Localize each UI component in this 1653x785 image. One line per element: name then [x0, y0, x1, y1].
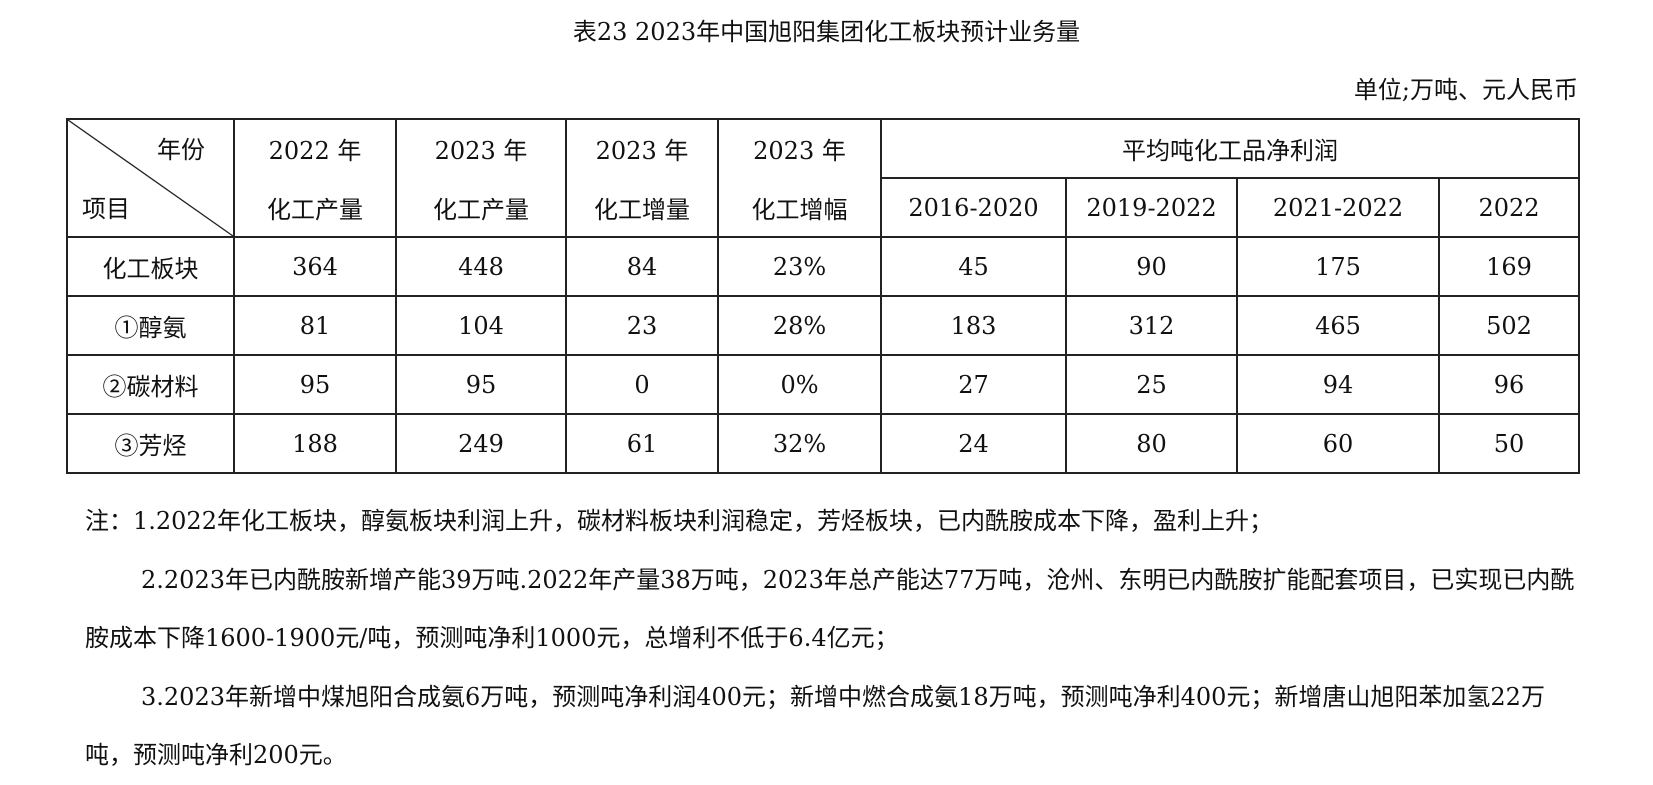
sub-header-cell: 2019-2022	[1065, 177, 1238, 238]
note-3: 3.2023年新增中煤旭阳合成氨6万吨，预测吨净利润400元；新增中燃合成氨18…	[85, 682, 1545, 770]
unit-label: 单位;万吨、元人民币	[1353, 76, 1578, 104]
header-year: 2023 年	[753, 137, 846, 165]
corner-year-label: 年份	[157, 136, 205, 164]
data-cell: 23	[565, 295, 719, 356]
data-cell: 45	[880, 236, 1067, 297]
data-cell: 90	[1065, 236, 1238, 297]
data-cell: 95	[233, 354, 397, 415]
table-row: ①醇氨 81 104 23 28% 183 312 465 502	[66, 295, 1580, 356]
header-metric: 化工产量	[433, 196, 529, 224]
data-cell: 81	[233, 295, 397, 356]
data-cell: 80	[1065, 413, 1238, 474]
sub-header-cell: 2022	[1438, 177, 1580, 238]
row-label-cell: ③芳烃	[66, 413, 235, 474]
data-cell: 448	[395, 236, 567, 297]
header-cell: 2022 年化工产量	[233, 118, 397, 238]
notes: 注：1.2022年化工板块，醇氨板块利润上升，碳材料板块利润稳定，芳烃板块，已内…	[85, 492, 1585, 785]
data-cell: 0	[565, 354, 719, 415]
data-cell: 50	[1438, 413, 1580, 474]
data-cell: 25	[1065, 354, 1238, 415]
row-label-cell: ①醇氨	[66, 295, 235, 356]
diagonal-divider	[68, 120, 233, 236]
table-row: ③芳烃 188 249 61 32% 24 80 60 50	[66, 413, 1580, 474]
note-1: 注：1.2022年化工板块，醇氨板块利润上升，碳材料板块利润稳定，芳烃板块，已内…	[85, 507, 1273, 535]
data-cell: 188	[233, 413, 397, 474]
header-cell: 2023 年化工增幅	[717, 118, 882, 238]
table-row: ②碳材料 95 95 0 0% 27 25 94 96	[66, 354, 1580, 415]
header-year: 2023 年	[595, 137, 689, 165]
data-cell: 0%	[717, 354, 882, 415]
data-cell: 27	[880, 354, 1067, 415]
data-cell: 183	[880, 295, 1067, 356]
row-label-cell: ②碳材料	[66, 354, 235, 415]
header-year: 2023 年	[434, 137, 528, 165]
data-cell: 364	[233, 236, 397, 297]
business-volume-table: 年份 项目 2022 年化工产量 2023 年化工产量 2023 年化工增量 2…	[66, 118, 1580, 474]
data-cell: 502	[1438, 295, 1580, 356]
data-cell: 95	[395, 354, 567, 415]
sub-header-cell: 2021-2022	[1236, 177, 1440, 238]
header-cell: 2023 年化工产量	[395, 118, 567, 238]
row-label-cell: 化工板块	[66, 236, 235, 297]
header-metric: 化工增幅	[751, 196, 848, 224]
sub-header-cell: 2016-2020	[880, 177, 1067, 238]
data-cell: 104	[395, 295, 567, 356]
table-title: 表23 2023年中国旭阳集团化工板块预计业务量	[572, 18, 1081, 46]
data-cell: 28%	[717, 295, 882, 356]
data-cell: 249	[395, 413, 567, 474]
data-cell: 61	[565, 413, 719, 474]
data-cell: 60	[1236, 413, 1440, 474]
data-cell: 312	[1065, 295, 1238, 356]
data-cell: 94	[1236, 354, 1440, 415]
data-cell: 84	[565, 236, 719, 297]
data-cell: 465	[1236, 295, 1440, 356]
header-row-2: 2016-2020 2019-2022 2021-2022 2022	[67, 177, 1580, 238]
header-metric: 化工产量	[267, 196, 363, 224]
corner-header-cell: 年份 项目	[66, 118, 235, 238]
data-cell: 169	[1438, 236, 1580, 297]
data-cell: 32%	[717, 413, 882, 474]
header-cell: 2023 年化工增量	[565, 118, 719, 238]
header-row-1: 年份 项目 2022 年化工产量 2023 年化工产量 2023 年化工增量 2…	[66, 118, 1580, 238]
note-2: 2.2023年已内酰胺新增产能39万吨.2022年产量38万吨，2023年总产能…	[85, 565, 1575, 653]
data-cell: 96	[1438, 354, 1580, 415]
header-metric: 化工增量	[594, 196, 690, 224]
data-cell: 24	[880, 413, 1067, 474]
header-year: 2022 年	[268, 137, 362, 165]
data-cell: 175	[1236, 236, 1440, 297]
data-cell: 23%	[717, 236, 882, 297]
group-header-cell: 平均吨化工品净利润	[880, 118, 1580, 179]
table-row: 化工板块 364 448 84 23% 45 90 175 169	[66, 236, 1580, 297]
corner-item-label: 项目	[82, 195, 130, 223]
table-body: 化工板块 364 448 84 23% 45 90 175 169 ①醇氨 81 104 23 28% 18…	[66, 236, 1580, 474]
